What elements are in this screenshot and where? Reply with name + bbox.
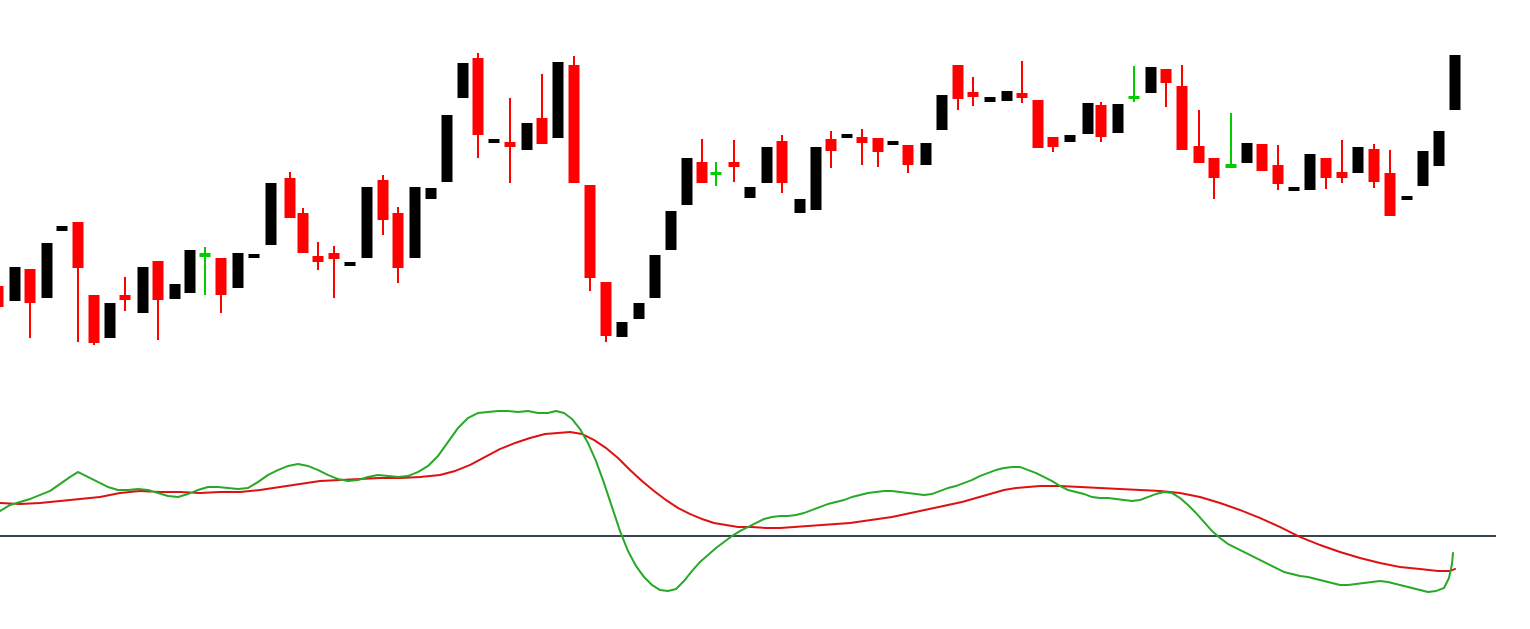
candle-body [681, 158, 693, 205]
candle-body [1095, 105, 1107, 137]
candle-body [457, 63, 469, 98]
candle-body [9, 267, 21, 301]
candle-body [137, 267, 149, 313]
candle-body [616, 322, 628, 337]
candle-body [328, 253, 340, 259]
candle-body [361, 187, 373, 258]
candle-body [1256, 144, 1268, 171]
candle-body [744, 187, 756, 198]
candle-body [952, 65, 964, 99]
candle-body [1145, 67, 1157, 93]
candle-body [184, 250, 196, 293]
candle-body [472, 58, 484, 135]
candle-body [1401, 196, 1413, 200]
oscillator-panel [0, 410, 1496, 593]
candle-body [1047, 137, 1059, 147]
candle-body [1032, 100, 1044, 148]
candle-body [56, 226, 68, 231]
candle-body [104, 303, 116, 338]
candle-body [152, 261, 164, 300]
candle-body [377, 180, 389, 220]
candle-body [1417, 151, 1429, 186]
candle-body [392, 213, 404, 268]
candle-body [776, 141, 788, 183]
candle-body [1272, 165, 1284, 184]
candle-body [1016, 93, 1028, 98]
candle-body [920, 143, 932, 165]
candle-body [841, 134, 853, 138]
candle-body [665, 211, 677, 250]
candle-body [872, 138, 884, 152]
candle-body [199, 253, 211, 257]
candle-body [536, 118, 548, 144]
candle-body [633, 303, 645, 319]
candle-body [409, 187, 421, 258]
candles-layer [0, 53, 1461, 345]
candle-body [488, 139, 500, 143]
oscillator-slow-line [0, 431, 1456, 572]
candle-body [568, 65, 580, 183]
candle-body [215, 258, 227, 295]
candle-body [1112, 104, 1124, 133]
candle-body [119, 295, 131, 300]
candle-body [887, 141, 899, 145]
candle-body [1449, 55, 1461, 110]
candle-body [552, 62, 564, 138]
candle-body [248, 254, 260, 258]
candle-body [232, 253, 244, 288]
candle-body [856, 137, 868, 143]
oscillator-fast-line [0, 410, 1454, 593]
candle-body [1304, 154, 1316, 190]
candle-body [1001, 91, 1013, 101]
candle-body [521, 123, 533, 150]
candle-body [344, 262, 356, 266]
candle-body [1208, 158, 1220, 178]
candle-body [902, 145, 914, 165]
candle-body [0, 286, 4, 307]
candle-body [504, 142, 516, 147]
candle-body [600, 282, 612, 336]
candle-body [728, 162, 740, 167]
candle-body [710, 172, 722, 175]
candle-body [1352, 147, 1364, 173]
candle-body [1384, 173, 1396, 216]
candle-body [584, 185, 596, 278]
candle-body [24, 269, 36, 303]
candle-body [72, 222, 84, 268]
candle-body [1288, 187, 1300, 191]
candle-body [825, 139, 837, 151]
candle-body [810, 147, 822, 210]
candle-body [312, 256, 324, 262]
candle-body [696, 162, 708, 183]
price-panel [0, 53, 1461, 345]
candle-body [1064, 135, 1076, 142]
candle-body [1128, 96, 1140, 99]
candle-body [1160, 69, 1172, 83]
candle-body [425, 188, 437, 199]
candle-body [649, 255, 661, 298]
candle-body [41, 243, 53, 298]
candle-body [297, 213, 309, 253]
candle-body [761, 147, 773, 183]
candle-body [1225, 164, 1237, 168]
candle-body [1193, 146, 1205, 163]
candle-body [936, 95, 948, 130]
candle-body [794, 199, 806, 213]
candle-body [169, 284, 181, 299]
candle-body [1082, 103, 1094, 134]
candle-body [1241, 143, 1253, 163]
candle-body [265, 183, 277, 245]
candle-body [1336, 172, 1348, 178]
candle-body [1176, 86, 1188, 150]
candle-body [441, 115, 453, 182]
candle-body [984, 97, 996, 102]
candle-body [1320, 158, 1332, 178]
candle-body [1433, 131, 1445, 166]
candle-body [1368, 149, 1380, 182]
candle-body [967, 92, 979, 97]
candle-body [88, 295, 100, 343]
candle-body [284, 178, 296, 218]
